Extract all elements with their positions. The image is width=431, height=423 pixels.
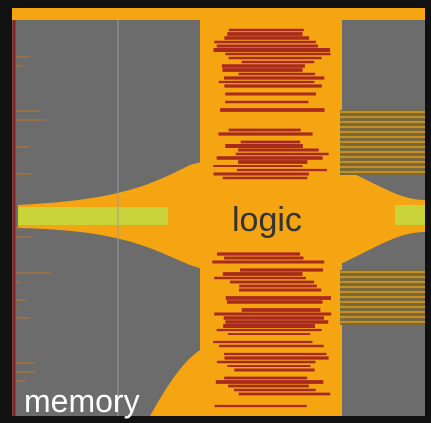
logic-label: logic — [232, 201, 302, 239]
layout-heatmap: logic memory — [0, 0, 431, 423]
left-band — [18, 207, 168, 225]
right-band — [395, 205, 425, 225]
memory-label: memory — [24, 383, 140, 419]
